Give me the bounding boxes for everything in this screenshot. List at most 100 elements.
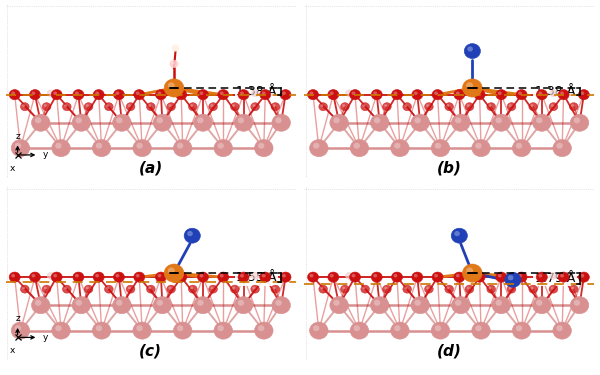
Circle shape — [530, 286, 533, 290]
Circle shape — [134, 90, 145, 100]
Circle shape — [47, 272, 55, 279]
Circle shape — [492, 297, 511, 314]
Circle shape — [232, 286, 235, 290]
Circle shape — [310, 322, 328, 339]
Circle shape — [11, 92, 15, 95]
Circle shape — [516, 143, 522, 149]
Circle shape — [136, 92, 140, 95]
Circle shape — [230, 285, 239, 293]
Circle shape — [177, 325, 184, 331]
Circle shape — [146, 285, 155, 293]
Circle shape — [373, 92, 377, 95]
Circle shape — [412, 272, 423, 282]
Circle shape — [106, 104, 109, 107]
Circle shape — [361, 103, 370, 111]
Circle shape — [11, 322, 30, 339]
Circle shape — [496, 117, 502, 123]
Circle shape — [373, 274, 377, 278]
Text: x: x — [10, 164, 16, 172]
Circle shape — [509, 286, 512, 290]
Circle shape — [271, 103, 280, 111]
Circle shape — [533, 297, 551, 314]
Circle shape — [209, 103, 217, 111]
Circle shape — [580, 92, 584, 95]
Circle shape — [258, 143, 265, 149]
Circle shape — [569, 103, 578, 111]
Circle shape — [187, 231, 193, 236]
Circle shape — [92, 322, 111, 339]
Circle shape — [157, 117, 163, 123]
Circle shape — [220, 92, 224, 95]
Circle shape — [536, 90, 547, 100]
Circle shape — [272, 114, 290, 131]
Circle shape — [51, 272, 62, 282]
Circle shape — [20, 285, 29, 293]
Circle shape — [188, 103, 197, 111]
Circle shape — [126, 285, 135, 293]
Circle shape — [516, 325, 522, 331]
Circle shape — [170, 60, 178, 68]
Circle shape — [333, 117, 340, 123]
Circle shape — [116, 117, 122, 123]
Circle shape — [167, 285, 175, 293]
Circle shape — [328, 272, 339, 282]
Text: 1.38 Å: 1.38 Å — [535, 85, 575, 98]
Circle shape — [230, 103, 239, 111]
Circle shape — [44, 286, 47, 290]
Circle shape — [411, 114, 430, 131]
Circle shape — [157, 274, 161, 278]
Circle shape — [467, 286, 470, 290]
Circle shape — [251, 272, 259, 279]
Text: (b): (b) — [437, 161, 461, 176]
Circle shape — [370, 114, 389, 131]
Circle shape — [394, 92, 397, 95]
Circle shape — [280, 90, 291, 100]
Circle shape — [251, 90, 259, 97]
Circle shape — [571, 104, 574, 107]
Circle shape — [234, 114, 253, 131]
Circle shape — [472, 140, 490, 157]
Circle shape — [308, 272, 319, 282]
Circle shape — [518, 92, 522, 95]
Circle shape — [549, 103, 558, 111]
Circle shape — [20, 103, 29, 111]
Circle shape — [569, 285, 578, 293]
Circle shape — [73, 90, 84, 100]
Circle shape — [146, 103, 155, 111]
Circle shape — [538, 274, 542, 278]
Circle shape — [512, 322, 531, 339]
Circle shape — [346, 272, 353, 279]
Circle shape — [262, 92, 266, 95]
Circle shape — [52, 322, 70, 339]
Circle shape — [42, 285, 51, 293]
Circle shape — [238, 90, 249, 100]
Circle shape — [190, 286, 193, 290]
Circle shape — [558, 90, 569, 100]
Circle shape — [116, 300, 122, 306]
Circle shape — [29, 90, 40, 100]
Circle shape — [404, 286, 407, 290]
Circle shape — [31, 274, 35, 278]
Circle shape — [551, 286, 554, 290]
Circle shape — [384, 104, 387, 107]
Circle shape — [465, 103, 474, 111]
Circle shape — [431, 322, 450, 339]
Circle shape — [446, 286, 449, 290]
Circle shape — [168, 82, 175, 88]
Circle shape — [258, 325, 265, 331]
Circle shape — [136, 325, 143, 331]
Circle shape — [197, 90, 208, 100]
Circle shape — [556, 325, 563, 331]
Circle shape — [475, 325, 482, 331]
Circle shape — [505, 272, 521, 287]
Text: (a): (a) — [139, 161, 163, 176]
Circle shape — [451, 297, 470, 314]
Circle shape — [173, 322, 192, 339]
Circle shape — [341, 285, 349, 293]
Circle shape — [9, 272, 20, 282]
Circle shape — [282, 274, 286, 278]
Text: 1.38 Å: 1.38 Å — [236, 85, 277, 98]
Circle shape — [394, 143, 401, 149]
Circle shape — [465, 285, 474, 293]
Circle shape — [330, 274, 334, 278]
